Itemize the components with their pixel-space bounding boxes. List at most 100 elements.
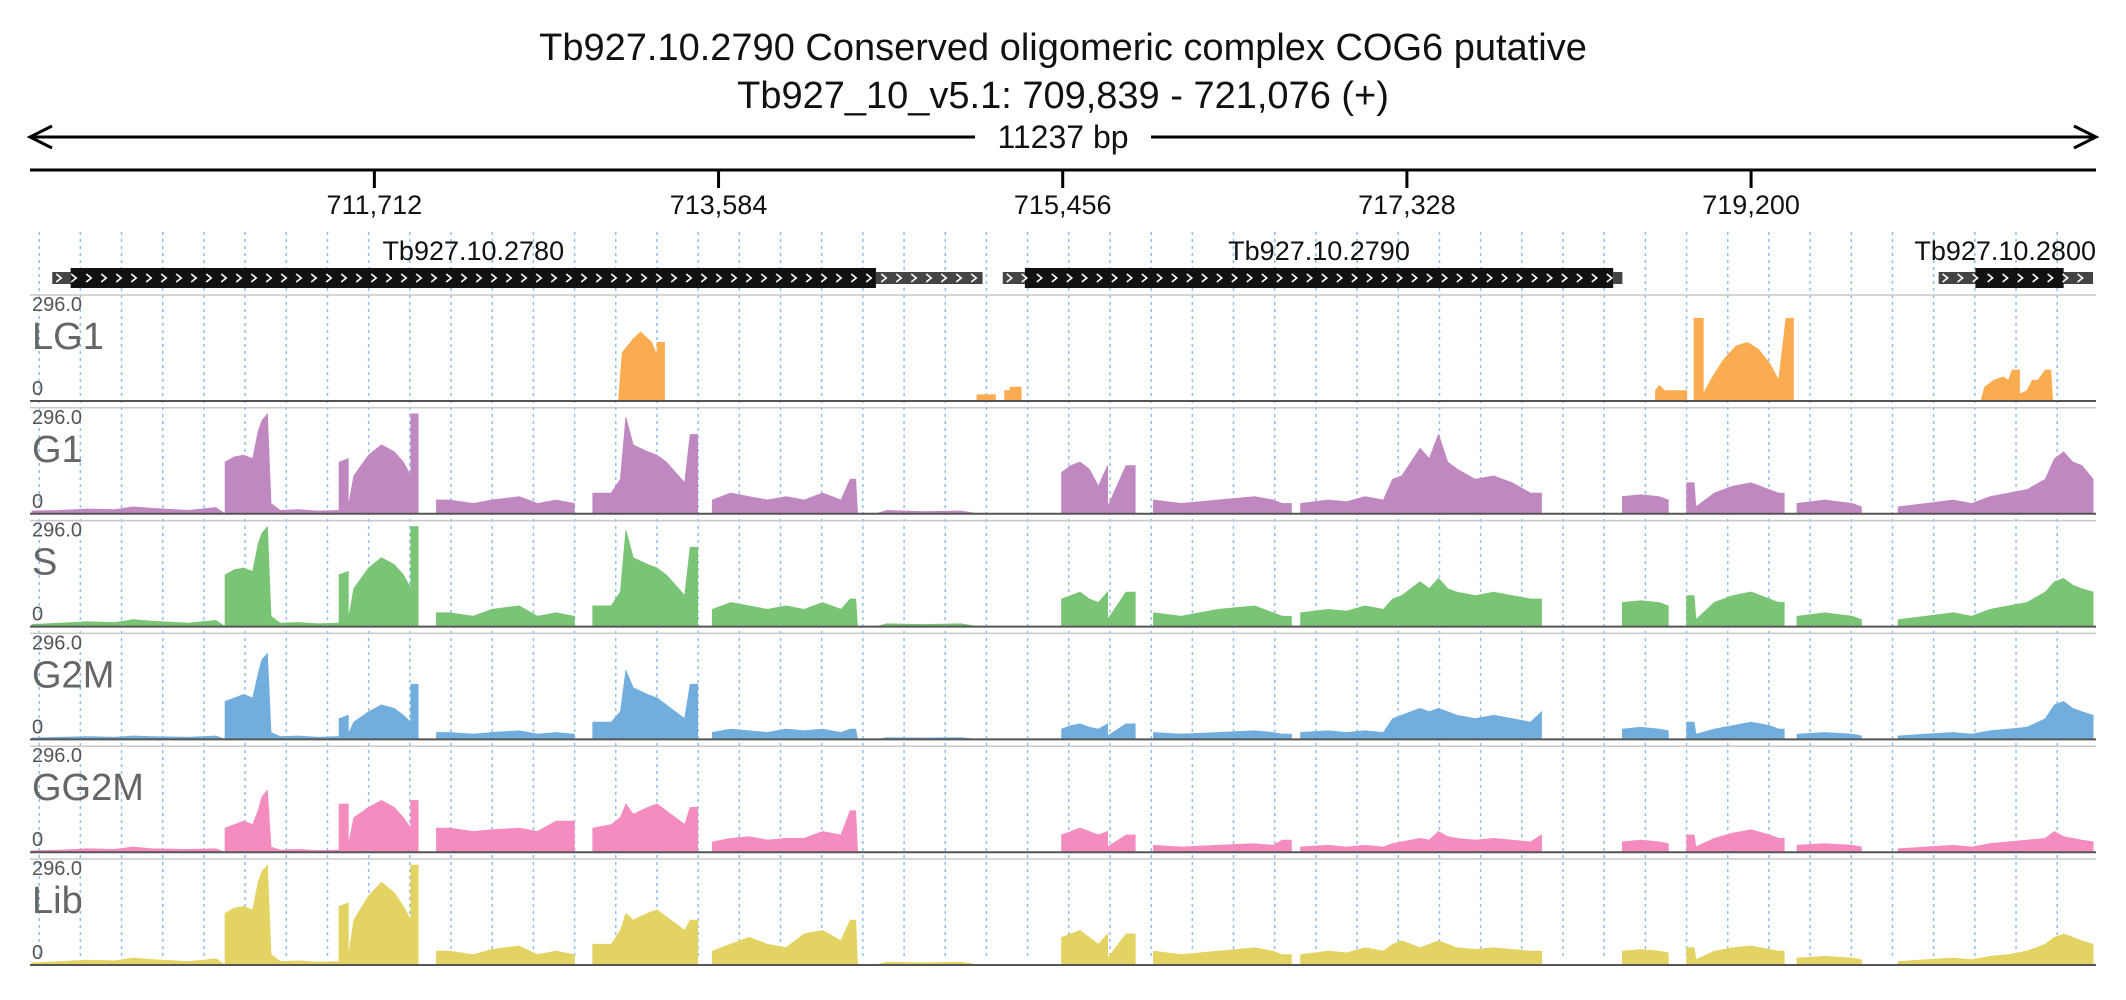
coverage-area (592, 803, 698, 853)
x-tick-label: 717,328 (1358, 190, 1456, 220)
gene-cds (70, 268, 876, 288)
track-name-label: G1 (32, 429, 83, 471)
chart-title: Tb927.10.2790 Conserved oligomeric compl… (539, 27, 1587, 69)
coverage-area (1622, 839, 1669, 853)
coverage-area (1153, 496, 1292, 515)
coverage-area (711, 598, 858, 627)
coverage-area (1061, 723, 1136, 740)
track-ymin-label: 0 (32, 829, 43, 851)
gene-label: Tb927.10.2780 (382, 236, 564, 266)
span-label-background (975, 117, 1151, 157)
coverage-area (1622, 726, 1669, 740)
coverage-area (338, 864, 419, 966)
coverage-area (1622, 949, 1669, 966)
coverage-area (1686, 829, 1785, 853)
coverage-area (1153, 947, 1292, 966)
coverage-area (1061, 461, 1136, 515)
strand-chevron-icons (55, 273, 978, 283)
coverage-area (436, 820, 575, 853)
coverage-area (592, 909, 698, 966)
coverage-area (436, 730, 575, 740)
coverage-area (1796, 499, 1862, 515)
coverage-area (1897, 701, 2094, 740)
coverage-area (1796, 732, 1862, 740)
track-ymin-label: 0 (32, 716, 43, 738)
coverage-area (1796, 843, 1862, 853)
track-g1: 296.0G1 0 (30, 407, 2096, 515)
coverage-area (1004, 386, 1022, 402)
coverage-area (1897, 451, 2094, 515)
coverage-area (1622, 600, 1669, 627)
x-tick-label: 715,456 (1014, 190, 1112, 220)
coverage-area (1153, 730, 1292, 740)
coverage-area (1061, 930, 1136, 966)
coverage-area (31, 506, 227, 515)
track-name-label: S (32, 542, 57, 584)
gene-label: Tb927.10.2800 (1914, 236, 2096, 266)
strand-chevron-icons (1006, 273, 1614, 283)
coverage-area (436, 945, 575, 966)
coverage-area (1153, 605, 1292, 627)
track-s: 296.0S 0 (30, 520, 2096, 628)
x-tick-label: 713,584 (670, 190, 768, 220)
track-ymax-label: 296.0 (32, 294, 82, 316)
track-name-label: Lib (32, 880, 83, 922)
gene-cds (1024, 268, 1614, 288)
coverage-area (592, 417, 698, 515)
coverage-area (436, 496, 575, 515)
track-ymax-label: 296.0 (32, 520, 82, 542)
track-ymin-label: 0 (32, 378, 43, 400)
coverage-area (1796, 955, 1862, 966)
gene-models: Tb927.10.2780 Tb927.10.2790 Tb927.10.2800 (52, 236, 2096, 288)
coverage-area (224, 864, 340, 966)
coverage-area (592, 529, 698, 627)
coverage-area (1897, 831, 2094, 853)
x-tick-label: 719,200 (1702, 190, 1800, 220)
coverage-area (1686, 482, 1785, 515)
gene-utr3 (2063, 272, 2094, 284)
track-name-label: GG2M (32, 767, 144, 809)
gene-utr5 (1002, 272, 1025, 284)
coverage-area (224, 525, 340, 627)
gene-model: Tb927.10.2790 (1002, 236, 1623, 288)
coverage-area (436, 605, 575, 627)
coverage-area (224, 652, 340, 740)
gridlines (38, 232, 2058, 960)
coverage-area (592, 668, 698, 740)
coverage-area (1686, 945, 1785, 966)
coverage-area (31, 619, 227, 627)
track-name-label: G2M (32, 654, 114, 696)
coverage-area (1061, 591, 1136, 627)
coverage-area (1300, 940, 1542, 966)
coverage-area (224, 789, 340, 853)
coverage-area (1622, 494, 1669, 515)
coverage-area (338, 526, 419, 627)
x-ticks: 711,712 713,584 715,456 717,328 719,200 (327, 170, 1800, 220)
track-ymax-label: 296.0 (32, 745, 82, 767)
coverage-area (1300, 707, 1542, 740)
track-ymax-label: 296.0 (32, 407, 82, 429)
gene-cds (1975, 268, 2064, 288)
coverage-area (711, 919, 858, 966)
track-ymin-label: 0 (32, 604, 43, 626)
coverage-area (1796, 612, 1862, 627)
span-arrow-left-icon (26, 124, 53, 150)
coverage-area (711, 728, 858, 740)
chart-subtitle: Tb927_10_v5.1: 709,839 - 721,076 (+) (737, 75, 1389, 117)
coverage-area (1655, 384, 1688, 402)
coverage-area (1686, 591, 1785, 627)
coverage-area (1686, 721, 1785, 740)
coverage-area (1980, 369, 2054, 402)
gene-utr3 (1613, 272, 1623, 284)
coverage-area (31, 957, 227, 966)
coverage-area (1153, 839, 1292, 853)
coverage-area (31, 846, 226, 853)
track-ymax-label: 296.0 (32, 858, 82, 880)
coverage-area (338, 683, 419, 740)
